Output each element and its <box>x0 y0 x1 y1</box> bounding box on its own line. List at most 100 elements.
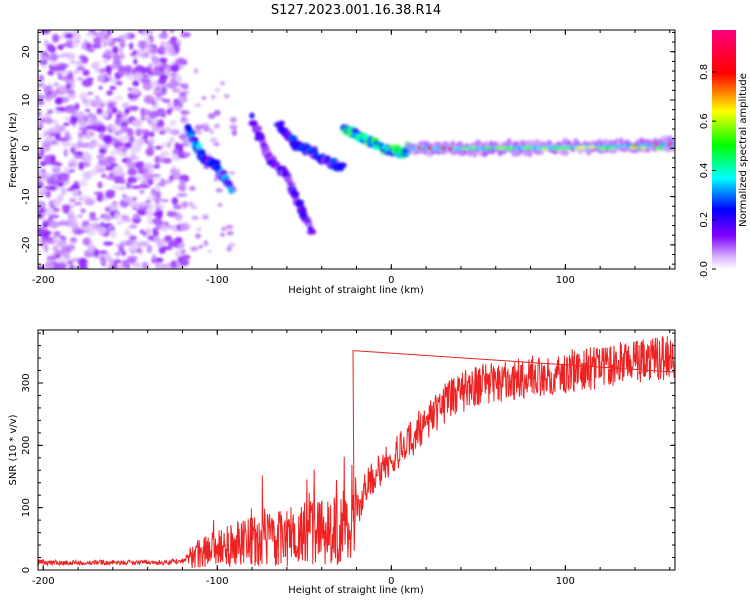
heatmap-cell <box>100 38 112 44</box>
heatmap-cell <box>96 60 101 65</box>
heatmap-cell <box>105 65 112 74</box>
heatmap-cell <box>150 54 156 59</box>
heatmap-cell <box>169 30 174 33</box>
heatmap-cell <box>160 86 167 96</box>
heatmap-x-axis-label: Height of straight line (km) <box>288 285 424 296</box>
heatmap-cell <box>219 81 226 86</box>
heatmap-cell <box>127 176 138 184</box>
snr-y-ticks: 0 100 200 300 <box>21 332 675 573</box>
heatmap-cell <box>42 222 48 229</box>
heatmap-cell <box>217 202 223 208</box>
heatmap-cell <box>138 204 149 211</box>
heatmap-cell <box>128 135 135 143</box>
snr-y-tick-label: 200 <box>21 436 32 455</box>
heatmap-cell <box>72 39 77 49</box>
heatmap-cell <box>181 134 186 142</box>
heatmap-cell <box>68 159 78 165</box>
heatmap-cell <box>195 233 201 239</box>
heatmap-cell <box>164 180 173 184</box>
heatmap-cell <box>76 151 85 156</box>
colorbar-tick-label: 0.0 <box>699 261 710 277</box>
heatmap-cell <box>498 146 506 150</box>
heatmap-cell <box>511 151 517 157</box>
heatmap-cell <box>98 68 107 73</box>
heatmap-cell <box>41 172 49 181</box>
heatmap-cell <box>74 228 84 235</box>
heatmap-cell <box>127 168 137 176</box>
heatmap-cell <box>115 80 123 86</box>
heatmap-cell <box>180 92 187 97</box>
heatmap-cell <box>81 220 90 227</box>
heatmap-cell <box>161 199 169 203</box>
heatmap-cell <box>53 208 60 212</box>
heatmap-cell <box>61 204 71 210</box>
heatmap-cell <box>52 33 60 43</box>
heatmap-cell <box>155 206 161 212</box>
heatmap-cell <box>213 142 220 147</box>
heatmap-cell <box>427 146 433 150</box>
heatmap-cell <box>194 124 202 131</box>
heatmap-cell <box>210 94 216 99</box>
heatmap-cell <box>91 197 97 201</box>
heatmap-cell <box>114 95 124 101</box>
heatmap-cell <box>106 30 112 37</box>
heatmap-y-tick-label: 10 <box>21 94 32 107</box>
heatmap-cell <box>98 147 107 155</box>
heatmap-cell <box>179 222 191 231</box>
heatmap-cell <box>505 146 513 150</box>
heatmap-cell <box>87 48 95 53</box>
heatmap-cell <box>203 240 209 247</box>
heatmap-cell <box>89 211 96 219</box>
heatmap-cell <box>183 83 189 90</box>
heatmap-cell <box>206 152 212 157</box>
heatmap-cell <box>653 142 659 146</box>
heatmap-cell <box>525 146 533 149</box>
snr-x-tick-label: -200 <box>32 576 55 587</box>
heatmap-cell <box>101 173 107 179</box>
heatmap-cell <box>85 125 95 130</box>
heatmap-cell <box>132 49 138 56</box>
heatmap-cell <box>96 153 106 161</box>
heatmap-cell <box>97 74 106 82</box>
heatmap-cell <box>49 178 60 186</box>
heatmap-cell <box>133 58 138 65</box>
heatmap-cell <box>171 197 179 205</box>
heatmap-cell <box>138 248 143 255</box>
heatmap-cell <box>380 151 385 155</box>
heatmap-cell <box>57 44 64 50</box>
heatmap-cell <box>172 204 182 210</box>
heatmap-cell <box>126 157 133 163</box>
heatmap-cell <box>93 191 104 195</box>
snr-series-line <box>38 336 675 569</box>
heatmap-cell <box>139 53 150 58</box>
heatmap-cell <box>128 235 138 240</box>
snr-y-tick-label: 100 <box>21 498 32 517</box>
heatmap-x-tick-label: -100 <box>206 275 229 286</box>
heatmap-cell <box>114 175 125 184</box>
heatmap-cell <box>182 201 189 208</box>
heatmap-cell <box>152 217 163 225</box>
heatmap-cell <box>128 105 139 112</box>
heatmap-cell <box>78 179 88 187</box>
heatmap-cell <box>152 164 161 169</box>
heatmap-cell <box>83 80 93 87</box>
heatmap-cell <box>202 214 209 220</box>
heatmap-cell <box>527 151 533 158</box>
heatmap-cell <box>78 161 84 170</box>
heatmap-cell <box>112 262 118 269</box>
heatmap-cell <box>101 197 108 201</box>
heatmap-cell <box>121 250 126 257</box>
heatmap-cell <box>65 83 72 89</box>
heatmap-cell <box>83 153 93 163</box>
heatmap-cell <box>62 122 70 126</box>
heatmap-cell <box>150 188 157 197</box>
heatmap-cell <box>154 257 164 262</box>
heatmap-cell <box>159 41 168 46</box>
heatmap-cell <box>228 243 236 247</box>
heatmap-cell <box>38 169 43 178</box>
heatmap-cell <box>93 248 99 258</box>
heatmap-cell <box>45 57 51 61</box>
heatmap-cell <box>141 261 149 269</box>
heatmap-cell <box>43 94 51 99</box>
heatmap-y-axis-label: Frequency (Hz) <box>8 112 19 188</box>
